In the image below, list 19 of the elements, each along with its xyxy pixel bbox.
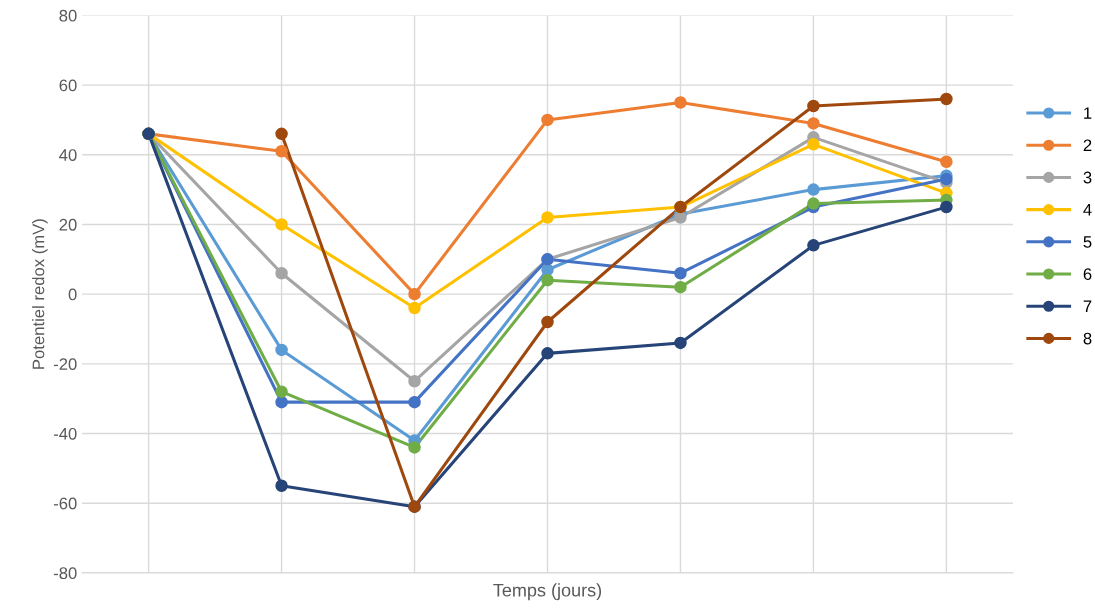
y-tick-label: -40 (53, 427, 77, 440)
y-tick-label: 20 (59, 218, 77, 231)
legend-label: 5 (1083, 236, 1092, 248)
y-tick-label: -20 (53, 358, 77, 371)
legend-label: 2 (1083, 139, 1092, 152)
legend-label: 3 (1083, 171, 1092, 184)
legend-label: 6 (1083, 268, 1092, 281)
legend-label: 1 (1084, 107, 1092, 119)
y-tick-label: 40 (59, 149, 77, 161)
y-tick-label: 60 (59, 79, 77, 92)
legend-label: 4 (1083, 203, 1092, 216)
legend-label: 7 (1083, 300, 1092, 313)
x-axis-title: Temps (jours) (493, 583, 602, 601)
y-tick-label: -60 (53, 497, 77, 510)
y-tick-label: 80 (59, 9, 77, 22)
y-tick-label: -80 (53, 567, 77, 580)
legend-label: 8 (1083, 332, 1092, 345)
y-axis-title: Potentiel redox (mV) (32, 219, 48, 369)
y-tick-label: 0 (68, 288, 77, 301)
